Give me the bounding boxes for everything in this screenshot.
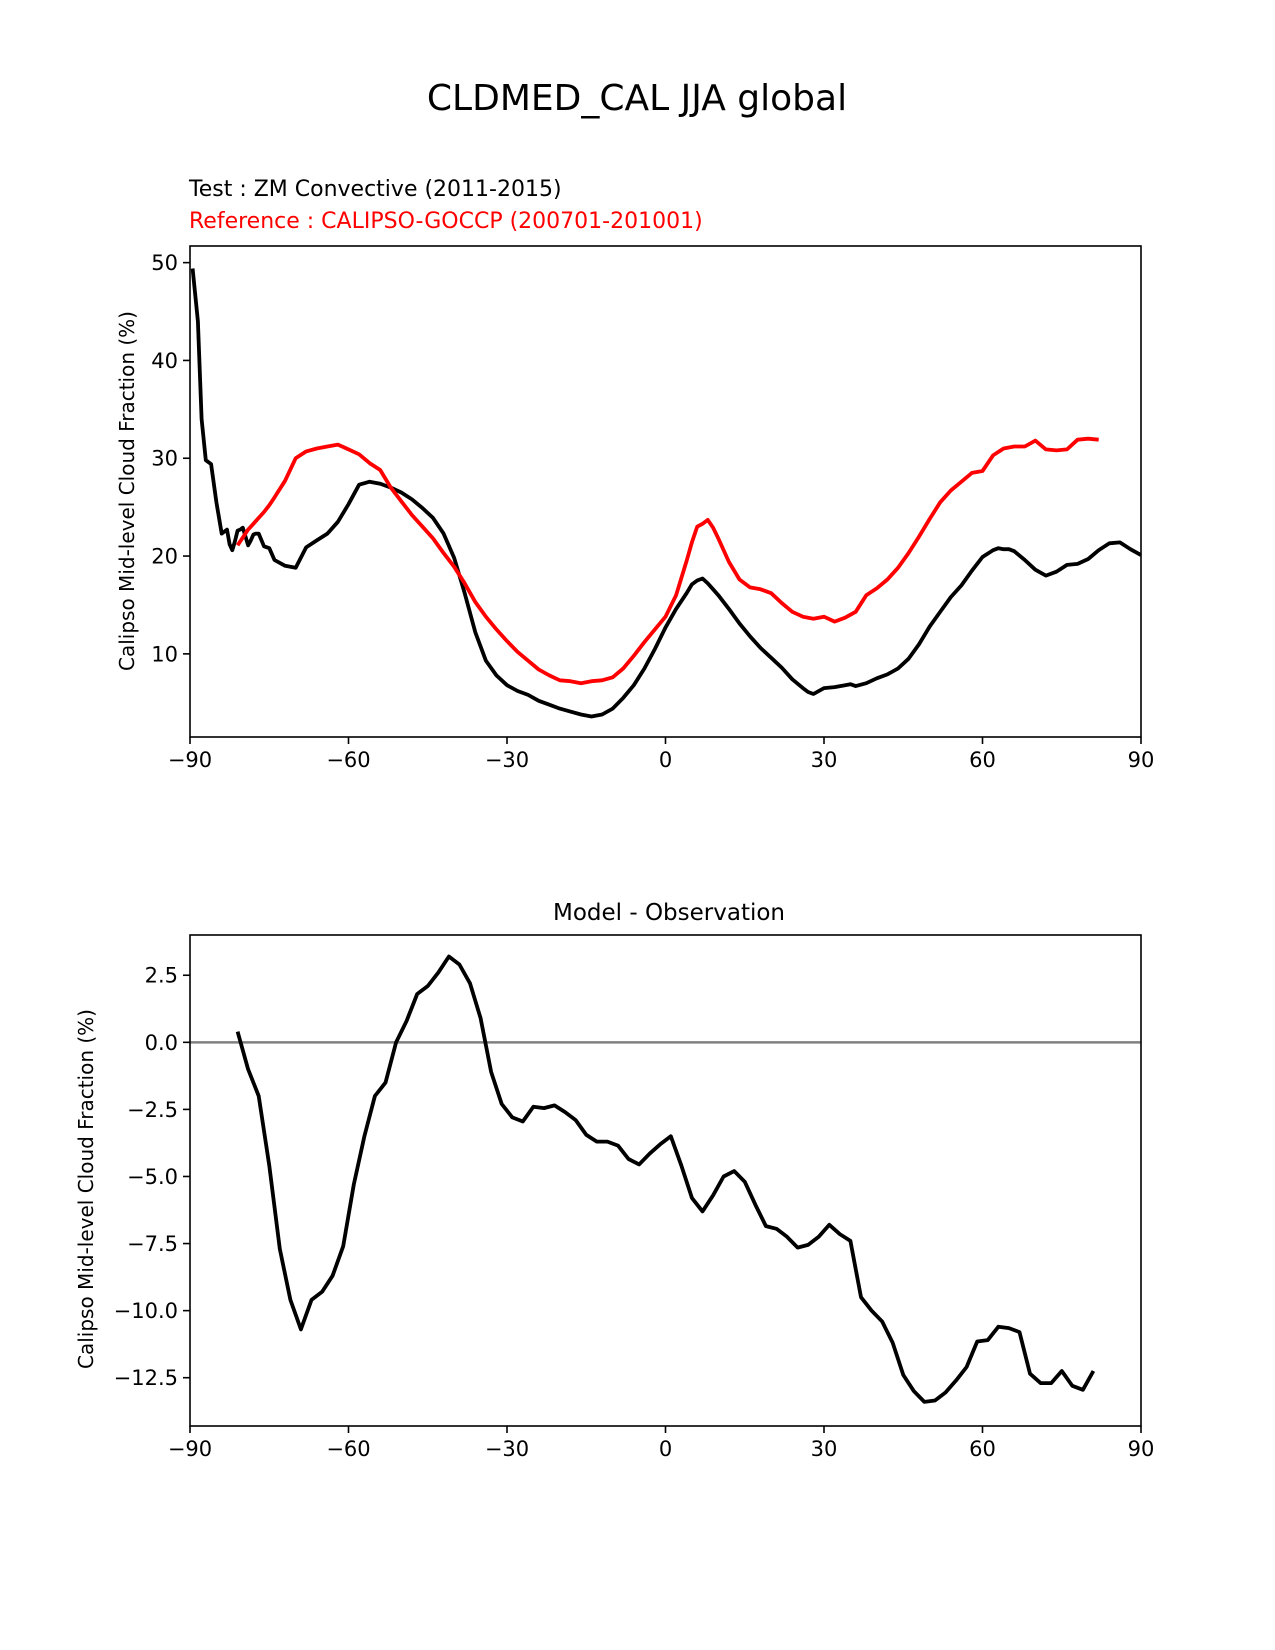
bottom-x-tick-label: 60: [969, 1437, 996, 1461]
top-x-tick-label: 30: [811, 748, 838, 772]
bottom-panel-title: Model - Observation: [553, 900, 785, 926]
reference-label: Reference : CALIPSO-GOCCP (200701-201001…: [189, 209, 703, 234]
bottom-x-tick-label: −90: [168, 1437, 212, 1461]
top-x-tick-label: 0: [659, 748, 672, 772]
bottom-x-tick-label: −30: [485, 1437, 529, 1461]
bottom-panel: Model - Observation Calipso Mid-level Cl…: [74, 900, 1154, 1461]
figure-title: CLDMED_CAL JJA global: [427, 78, 847, 119]
bottom-x-tick-label: 90: [1128, 1437, 1155, 1461]
bottom-x-tick-label: 30: [811, 1437, 838, 1461]
bottom-y-tick-label: −5.0: [127, 1165, 178, 1189]
top-y-tick-label: 30: [151, 447, 178, 471]
top-y-tick-label: 10: [151, 642, 178, 666]
top-x-tick-label: −60: [326, 748, 370, 772]
test-label: Test : ZM Convective (2011-2015): [188, 177, 562, 202]
top-y-tick-label: 20: [151, 545, 178, 569]
bottom-series-line-test: [235, 954, 1096, 1404]
top-series-line-reference: [236, 436, 1099, 686]
bottom-y-tick-label: −7.5: [127, 1232, 178, 1256]
bottom-y-tick-label: −12.5: [114, 1366, 178, 1390]
top-x-tick-label: −90: [168, 748, 212, 772]
bottom-x-tick-label: 0: [659, 1437, 672, 1461]
bottom-y-tick-label: −2.5: [127, 1098, 178, 1122]
bottom-x-tick-label: −60: [326, 1437, 370, 1461]
top-x-tick-label: 60: [969, 748, 996, 772]
top-y-tick-label: 40: [151, 349, 178, 373]
top-x-tick-label: 90: [1128, 748, 1155, 772]
bottom-y-tick-label: −10.0: [114, 1299, 178, 1323]
top-panel: Test : ZM Convective (2011-2015) Referen…: [115, 177, 1154, 772]
top-y-axis-label: Calipso Mid-level Cloud Fraction (%): [115, 311, 139, 671]
top-series-line-test: [190, 268, 1141, 719]
top-y-tick-label: 50: [151, 251, 178, 275]
bottom-plot-frame: [189, 934, 1142, 1427]
bottom-y-axis-label: Calipso Mid-level Cloud Fraction (%): [74, 1009, 98, 1369]
top-plot-frame: [189, 245, 1142, 738]
bottom-y-tick-label: 2.5: [145, 964, 178, 988]
top-x-tick-label: −30: [485, 748, 529, 772]
bottom-y-tick-label: 0.0: [145, 1031, 178, 1055]
